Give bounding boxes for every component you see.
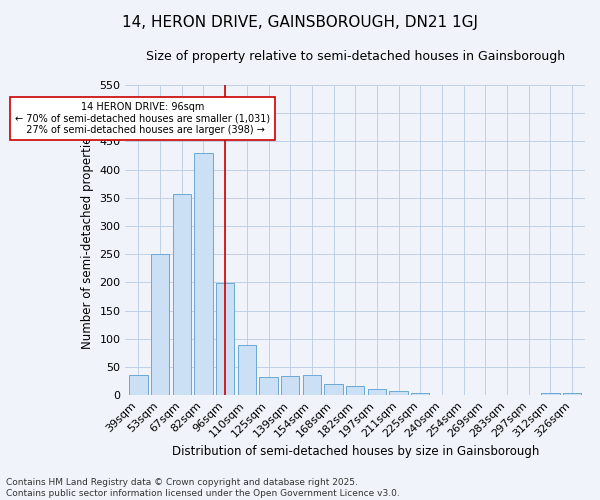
Bar (281, 376, 299, 395)
Bar (194, 152, 213, 395)
Bar (238, 346, 256, 395)
Bar (563, 393, 581, 395)
Text: Contains HM Land Registry data © Crown copyright and database right 2025.
Contai: Contains HM Land Registry data © Crown c… (6, 478, 400, 498)
Bar (302, 376, 321, 395)
Y-axis label: Number of semi-detached properties: Number of semi-detached properties (81, 130, 94, 350)
Bar (433, 394, 451, 395)
Bar (346, 386, 364, 395)
Bar (368, 390, 386, 395)
Bar (151, 254, 169, 395)
Bar (498, 394, 516, 395)
Bar (411, 393, 430, 395)
Bar (129, 376, 148, 395)
Bar (259, 377, 278, 395)
Bar (476, 394, 494, 395)
Text: 14 HERON DRIVE: 96sqm
← 70% of semi-detached houses are smaller (1,031)
  27% of: 14 HERON DRIVE: 96sqm ← 70% of semi-deta… (15, 102, 270, 135)
Bar (216, 284, 235, 395)
Bar (454, 394, 473, 395)
X-axis label: Distribution of semi-detached houses by size in Gainsborough: Distribution of semi-detached houses by … (172, 444, 539, 458)
Text: 14, HERON DRIVE, GAINSBOROUGH, DN21 1GJ: 14, HERON DRIVE, GAINSBOROUGH, DN21 1GJ (122, 15, 478, 30)
Bar (541, 394, 560, 395)
Title: Size of property relative to semi-detached houses in Gainsborough: Size of property relative to semi-detach… (146, 50, 565, 63)
Bar (325, 384, 343, 395)
Bar (389, 391, 408, 395)
Bar (173, 194, 191, 395)
